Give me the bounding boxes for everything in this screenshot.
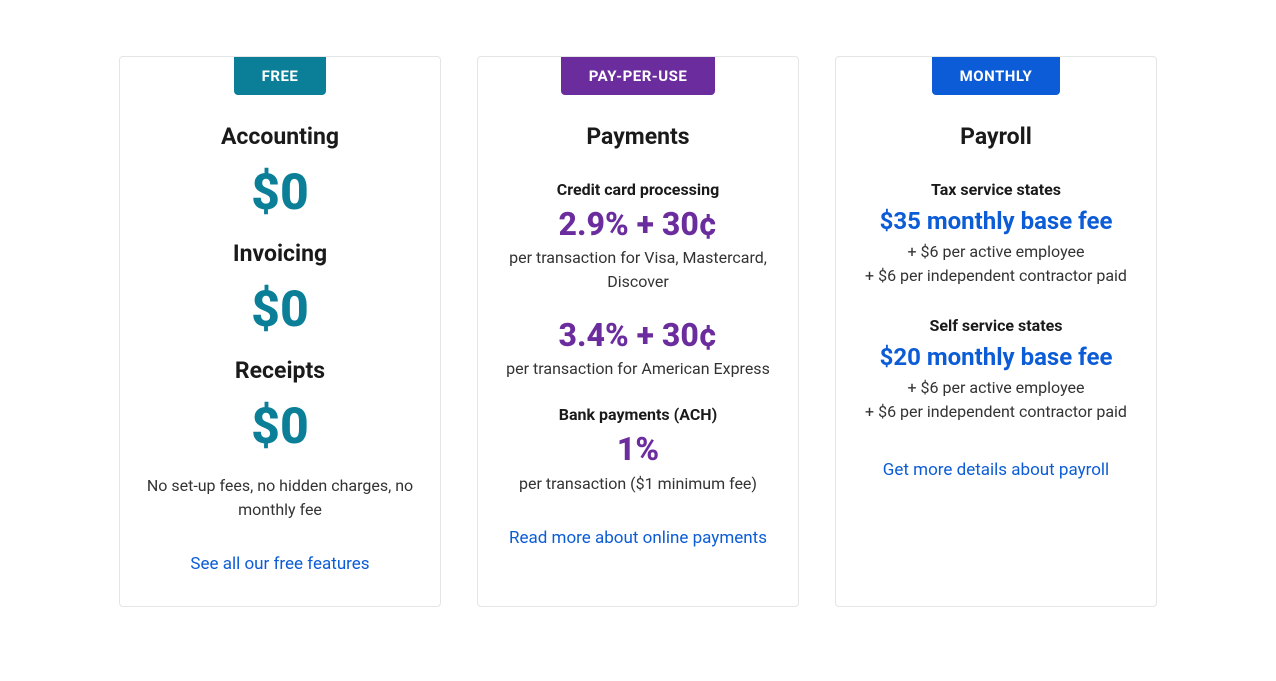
tier-price: $20 monthly base fee (860, 343, 1132, 372)
card-title: Payments (502, 123, 774, 150)
pricing-container: FREE Accounting $0 Invoicing $0 Receipts… (0, 56, 1276, 607)
pricing-card-accounting: FREE Accounting $0 Invoicing $0 Receipts… (119, 56, 441, 607)
tier-label: Self service states (860, 316, 1132, 335)
price-invoicing: $0 (144, 285, 416, 335)
badge-free: FREE (234, 57, 327, 95)
addon-text: + $6 per independent contractor paid (860, 264, 1132, 288)
section-label: Credit card processing (502, 180, 774, 199)
sub-text: per transaction for American Express (502, 357, 774, 381)
sub-text: per transaction for Visa, Mastercard, Di… (502, 246, 774, 294)
price-cc-amex: 3.4% + 30¢ (502, 318, 774, 353)
card-note: No set-up fees, no hidden charges, no mo… (144, 474, 416, 522)
addon-text: + $6 per active employee (860, 240, 1132, 264)
link-free-features[interactable]: See all our free features (190, 554, 369, 574)
card-title: Accounting (144, 123, 416, 150)
card-title: Receipts (144, 357, 416, 384)
section-label: Bank payments (ACH) (502, 405, 774, 424)
card-title: Payroll (860, 123, 1132, 150)
price-ach: 1% (502, 432, 774, 467)
tier-block: Self service states $20 monthly base fee… (860, 316, 1132, 424)
sub-text: per transaction ($1 minimum fee) (502, 472, 774, 496)
badge-payperuse: PAY-PER-USE (561, 57, 716, 95)
link-payroll-details[interactable]: Get more details about payroll (883, 460, 1109, 480)
pricing-card-payroll: MONTHLY Payroll Tax service states $35 m… (835, 56, 1157, 607)
price-accounting: $0 (144, 168, 416, 218)
addon-text: + $6 per independent contractor paid (860, 400, 1132, 424)
tier-price: $35 monthly base fee (860, 207, 1132, 236)
link-online-payments[interactable]: Read more about online payments (509, 528, 767, 548)
price-receipts: $0 (144, 402, 416, 452)
addon-text: + $6 per active employee (860, 376, 1132, 400)
tier-label: Tax service states (860, 180, 1132, 199)
tier-block: Tax service states $35 monthly base fee … (860, 180, 1132, 288)
pricing-card-payments: PAY-PER-USE Payments Credit card process… (477, 56, 799, 607)
price-cc-visa: 2.9% + 30¢ (502, 207, 774, 242)
card-title: Invoicing (144, 240, 416, 267)
badge-monthly: MONTHLY (932, 57, 1061, 95)
